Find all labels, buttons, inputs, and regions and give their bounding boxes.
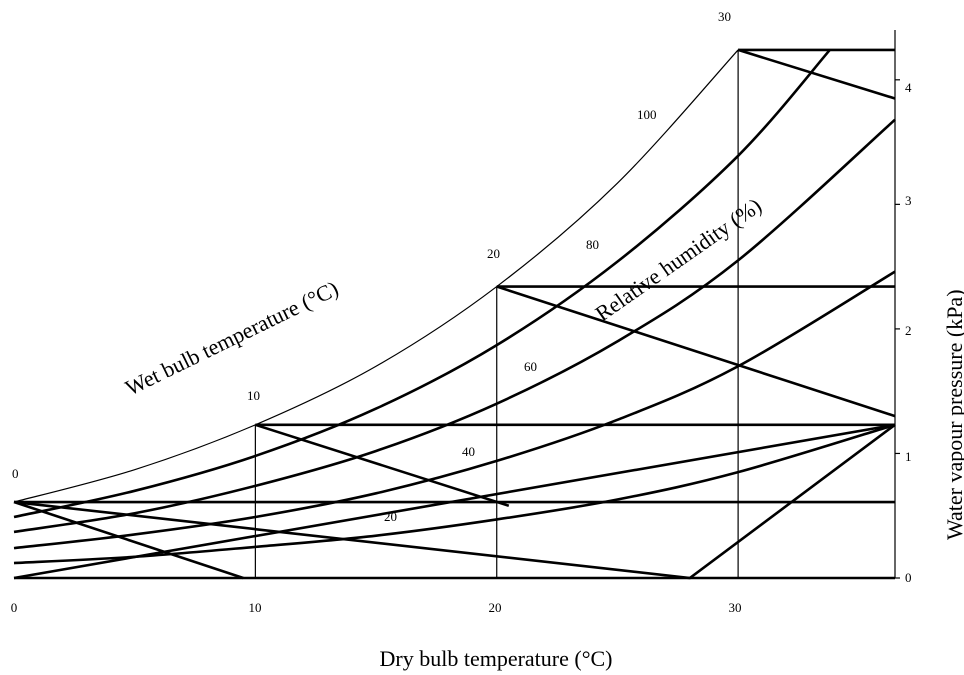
- wet-bulb-tick-label: 30: [718, 9, 731, 24]
- wet-bulb-tick-label: 0: [12, 466, 19, 481]
- rh-curve-80: [13, 49, 831, 519]
- rh-curve-60: [13, 118, 896, 534]
- rh-label: 100: [637, 107, 657, 122]
- x-tick-label: 10: [249, 600, 262, 615]
- x-tick-label: 0: [11, 600, 18, 615]
- rh-label: 20: [384, 509, 397, 524]
- y-tick-label: 4: [905, 80, 912, 95]
- y-tick-labels: 0 1 2 3 4: [905, 80, 912, 585]
- wet-bulb-axis-title: Wet bulb temperature (°C): [121, 276, 342, 401]
- wet-bulb-line-30: [737, 48, 896, 100]
- y-tick-marks: [895, 79, 900, 579]
- wet-bulb-line-0: [13, 500, 244, 580]
- x-axis-title: Dry bulb temperature (°C): [380, 646, 613, 671]
- heat-line-2: [13, 423, 896, 580]
- y-tick-label: 2: [905, 323, 912, 338]
- y-axis-title: Water vapour pressure (kPa): [942, 289, 964, 540]
- wet-bulb-tick-label: 10: [247, 388, 260, 403]
- rh-curve-100: [13, 49, 739, 503]
- x-tick-label: 30: [729, 600, 742, 615]
- heat-line: [13, 423, 896, 580]
- wet-bulb-line-20: [496, 285, 896, 418]
- rh-label: 40: [462, 444, 475, 459]
- rh-curve-20: [13, 423, 896, 565]
- wet-bulb-tick-label: 20: [487, 246, 500, 261]
- wet-bulb-tick-labels: 0 10 20 30: [12, 9, 731, 481]
- x-tick-label: 20: [489, 600, 502, 615]
- y-tick-label: 0: [905, 570, 912, 585]
- y-tick-label: 3: [905, 193, 912, 208]
- wet-bulb-line-10: [254, 423, 510, 508]
- plot-lines: [13, 48, 896, 580]
- rh-curve-40: [13, 270, 896, 550]
- y-tick-label: 1: [905, 449, 912, 464]
- rh-labels: 100 80 60 40 20: [384, 107, 657, 524]
- rh-label: 60: [524, 359, 537, 374]
- x-tick-labels: 0 10 20 30: [11, 600, 742, 615]
- rh-label: 80: [586, 237, 599, 252]
